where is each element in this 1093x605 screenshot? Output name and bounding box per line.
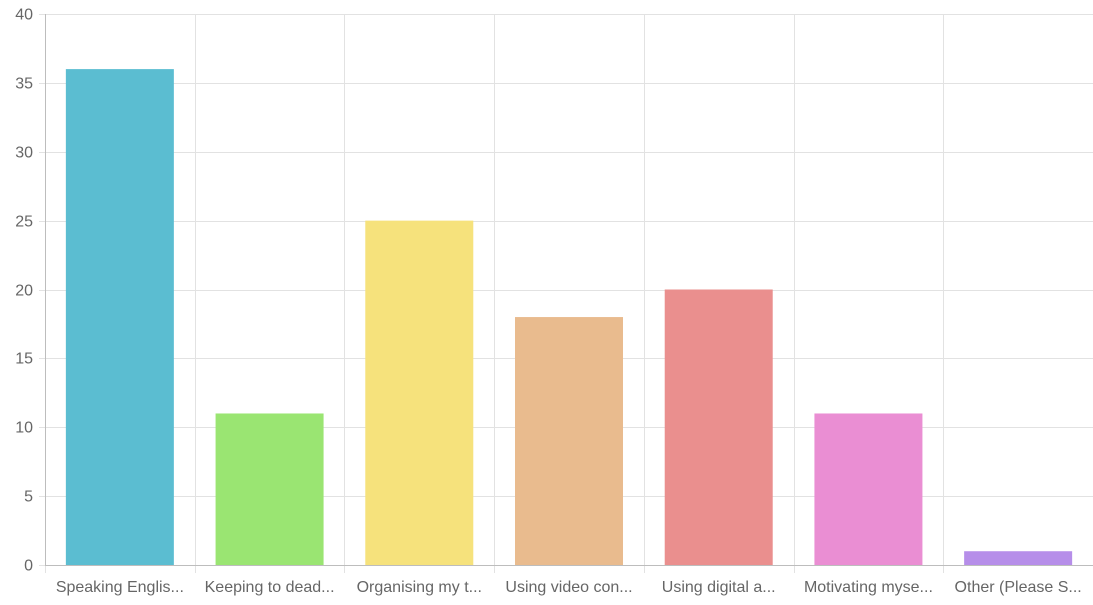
- bar-5[interactable]: [664, 289, 773, 566]
- y-tick-label: 35: [15, 76, 33, 93]
- y-tick-label: 40: [15, 7, 33, 24]
- bar-layer: [65, 69, 1073, 566]
- x-tick-label: Using video con...: [505, 579, 632, 596]
- label-layer: 0 5 10 15 20 25 30 35 40 Speaking Englis... Keepin…: [15, 7, 1082, 597]
- x-tick-label: Motivating myse...: [804, 579, 933, 596]
- x-tick-label: Other (Please S...: [955, 579, 1082, 596]
- axis-layer: [45, 14, 1093, 566]
- x-tick-label: Speaking Englis...: [56, 579, 184, 596]
- y-tick-label: 25: [15, 214, 33, 231]
- y-tick-label: 20: [15, 283, 33, 300]
- bar-4[interactable]: [515, 317, 623, 565]
- y-tick-label: 15: [15, 351, 33, 368]
- y-tick-label: 10: [15, 420, 33, 437]
- bar-3[interactable]: [365, 220, 474, 565]
- y-tick-label: 30: [15, 145, 33, 162]
- bar-6[interactable]: [814, 413, 923, 565]
- grid-layer: [39, 14, 1093, 573]
- bar-2[interactable]: [215, 413, 324, 565]
- x-tick-label: Using digital a...: [662, 579, 776, 596]
- x-tick-label: Organising my t...: [357, 579, 482, 596]
- bar-7[interactable]: [964, 551, 1073, 565]
- y-tick-label: 5: [24, 489, 33, 506]
- y-tick-label: 0: [24, 558, 33, 575]
- bar-1[interactable]: [65, 69, 174, 565]
- x-tick-label: Keeping to dead...: [205, 579, 335, 596]
